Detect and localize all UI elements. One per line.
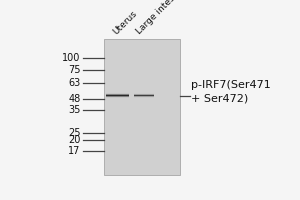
Text: 25: 25 <box>68 128 80 138</box>
Text: Large intestine: Large intestine <box>135 0 189 36</box>
Text: 63: 63 <box>68 78 80 88</box>
Text: 75: 75 <box>68 65 80 75</box>
Text: 100: 100 <box>62 53 80 63</box>
Bar <box>104 39 181 175</box>
Text: 17: 17 <box>68 146 80 156</box>
Text: 20: 20 <box>68 135 80 145</box>
Text: 35: 35 <box>68 105 80 115</box>
Text: p-IRF7(Ser471
+ Ser472): p-IRF7(Ser471 + Ser472) <box>191 80 271 103</box>
Text: Uterus: Uterus <box>111 9 139 36</box>
Text: 48: 48 <box>68 94 80 104</box>
